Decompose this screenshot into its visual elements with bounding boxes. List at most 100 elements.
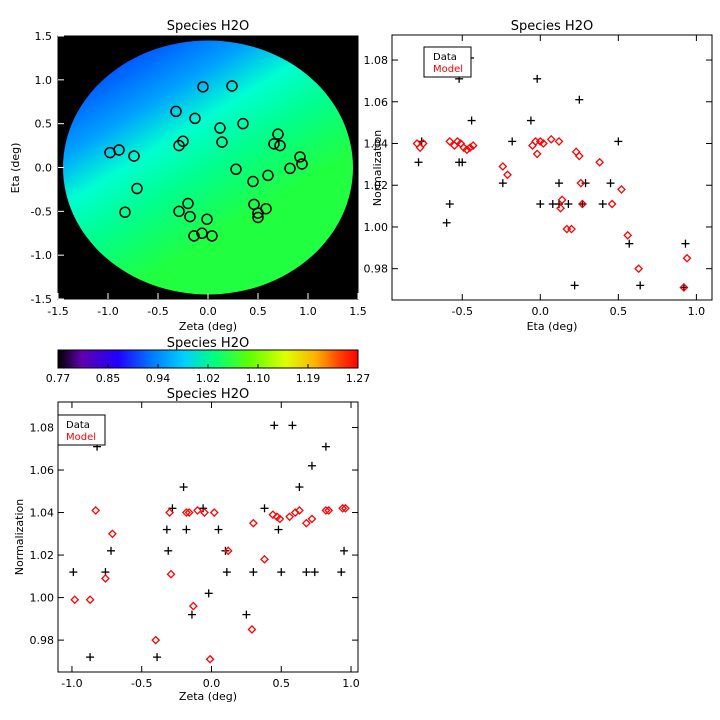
eta-model-point	[418, 139, 428, 148]
eta-model-point	[595, 157, 605, 167]
zeta-x-label: Zeta (deg)	[179, 690, 237, 703]
zeta-model-point	[165, 508, 175, 517]
eta-data-point	[614, 137, 623, 146]
zeta-model-point	[188, 601, 198, 611]
eta-model-point	[538, 139, 548, 148]
zeta-data-point	[179, 483, 188, 492]
map-field-circle	[63, 40, 353, 295]
zeta-model-point	[101, 574, 110, 583]
eta-model-point	[578, 199, 587, 209]
zeta-model-point	[166, 569, 176, 579]
zeta-y-tick-label: 1.00	[30, 592, 55, 605]
eta-model-point	[571, 147, 581, 157]
zeta-model-point	[205, 654, 215, 664]
map-y-tick-label: -1.0	[31, 249, 52, 262]
map-point	[184, 210, 196, 223]
map-point	[128, 150, 140, 162]
zeta-legend-data: Data	[66, 420, 90, 431]
zeta-axes: -1.0 -0.5 0.0 0.5 1.0 0.98 1.00 1.02 1.04 1.06 1.0…	[30, 402, 360, 690]
map-y-axis: -1.5 -1.0 -0.5 0.0 0.5 1.0 1.5	[31, 30, 64, 306]
map-point	[294, 151, 306, 163]
eta-data-point	[555, 179, 564, 188]
zeta-data-point	[164, 546, 173, 555]
map-point	[247, 175, 259, 188]
eta-data-point	[575, 95, 584, 104]
eta-data-point	[570, 281, 579, 290]
map-point	[170, 105, 182, 118]
eta-model-point	[468, 141, 478, 151]
eta-y-label: Normalization	[371, 130, 384, 206]
map-x-label: Zeta (deg)	[179, 320, 237, 333]
map-point	[237, 117, 249, 130]
map-x-tick-label: -1.0	[97, 305, 118, 318]
zeta-data-point	[274, 525, 283, 534]
map-points	[104, 80, 308, 242]
map-x-axis: -1.5 -1.0 -0.5 0.0 0.5 1.0 1.5	[47, 293, 367, 318]
map-point	[268, 138, 280, 150]
eta-model-point	[445, 136, 455, 146]
zeta-data-point	[270, 421, 279, 430]
map-point	[182, 197, 194, 210]
eta-y-tick-label: 1.00	[364, 221, 389, 234]
zeta-model-point	[91, 506, 101, 515]
zeta-model-point	[260, 554, 269, 564]
colorbar-ticks: 0.77 0.85 0.94 1.02 1.10 1.19 1.27	[46, 364, 370, 385]
eta-legend-model: Model	[433, 64, 463, 75]
eta-data-point	[498, 179, 507, 188]
eta-model-point	[557, 195, 567, 205]
eta-x-tick-label: -0.5	[452, 305, 473, 318]
map-point	[272, 128, 284, 140]
zeta-model-point	[324, 506, 334, 515]
map-point	[214, 122, 226, 134]
eta-data-point	[681, 239, 690, 248]
colorbar-title: Species H2O	[167, 336, 249, 351]
map-point	[226, 80, 238, 92]
eta-y-tick-label: 0.98	[364, 263, 389, 276]
zeta-x-tick-label: 1.0	[342, 677, 360, 690]
eta-model-point	[562, 224, 572, 234]
map-point	[252, 211, 264, 224]
eta-model-point	[679, 283, 689, 292]
eta-x-tick-label: 0.5	[610, 305, 628, 318]
eta-data-point	[533, 74, 542, 83]
zeta-model-point	[107, 529, 117, 539]
zeta-model-point	[338, 503, 348, 513]
map-x-tick-label: 1.0	[299, 305, 317, 318]
map-x-tick-label: 1.5	[349, 305, 367, 318]
zeta-data-point	[295, 483, 304, 492]
zeta-y-tick-label: 1.04	[30, 507, 55, 520]
zeta-model-point	[285, 512, 295, 522]
eta-data-point	[445, 200, 454, 209]
map-y-tick-label: 1.0	[35, 74, 53, 87]
eta-model-point	[415, 143, 425, 153]
colorbar-panel: Species H2O 0.77 0.85 0.94 1.02 1.10 1.19 1.27	[46, 336, 371, 385]
eta-model-point	[462, 145, 472, 155]
zeta-model-point	[268, 510, 278, 520]
zeta-data-point	[153, 653, 162, 662]
eta-model-point	[617, 184, 626, 194]
zeta-data-point	[277, 568, 286, 577]
zeta-model-point	[301, 518, 311, 528]
map-point	[284, 162, 296, 175]
eta-model-point	[607, 199, 617, 209]
eta-data-point	[414, 158, 423, 167]
zeta-model-point	[223, 546, 233, 556]
map-point	[113, 144, 125, 156]
zeta-x-tick-label: -0.5	[131, 677, 152, 690]
eta-data-point	[581, 179, 590, 188]
eta-points	[412, 53, 692, 292]
colorbar-tick-label: 1.19	[296, 372, 321, 385]
map-panel: Species H2O -1.5 -1.0 -0.5 0.0 0.5 1.0 1.5 -1.…	[9, 19, 367, 333]
zeta-data-point	[321, 442, 330, 451]
zeta-model-point	[307, 514, 317, 524]
zeta-y-tick-label: 1.02	[30, 549, 55, 562]
zeta-model-point	[275, 514, 285, 524]
eta-model-point	[498, 162, 508, 171]
eta-data-point	[526, 116, 535, 125]
zeta-model-point	[248, 518, 258, 528]
eta-data-point	[564, 200, 573, 209]
colorbar-tick-label: 0.94	[146, 372, 171, 385]
eta-data-point	[636, 281, 645, 290]
eta-data-point	[536, 200, 545, 209]
zeta-model-point	[341, 503, 350, 513]
